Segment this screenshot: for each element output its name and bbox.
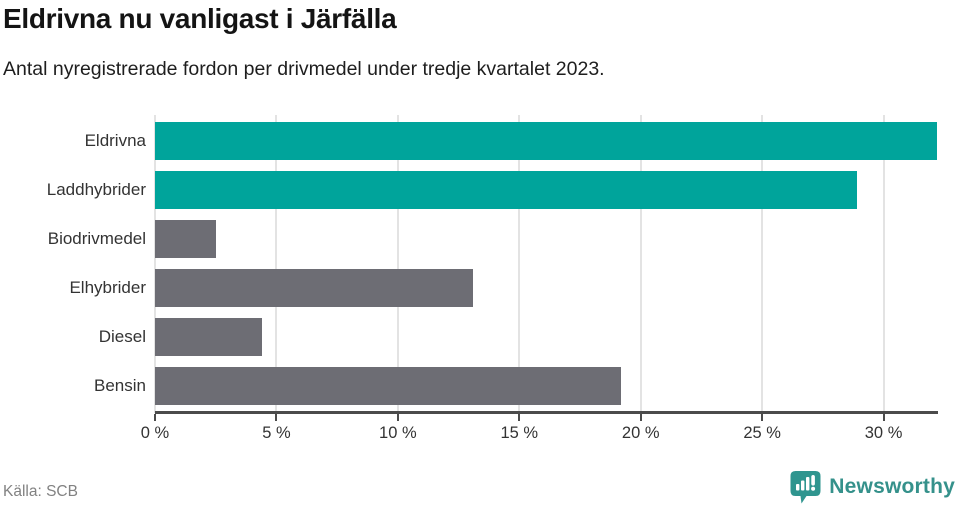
gridline xyxy=(761,115,764,413)
axis-tick-label: 30 % xyxy=(864,424,903,442)
axis-tick xyxy=(761,414,764,421)
category-label: Eldrivna xyxy=(84,131,146,150)
table-row: Laddhybrider xyxy=(47,171,937,209)
chart-title: Eldrivna nu vanligast i Järfälla xyxy=(3,3,397,34)
gridline xyxy=(154,115,156,413)
newsworthy-logo: Newsworthy xyxy=(789,470,955,504)
axis-tick xyxy=(639,414,642,421)
axis-tick xyxy=(396,414,399,421)
bar xyxy=(155,269,474,307)
axis-tick xyxy=(518,414,521,421)
category-label: Bensin xyxy=(94,376,146,395)
gridline xyxy=(518,115,521,413)
axis-tick-label: 25 % xyxy=(743,424,781,442)
category-label: Biodrivmedel xyxy=(47,229,146,248)
bar xyxy=(155,171,857,209)
bar xyxy=(155,367,622,405)
gridline xyxy=(882,115,885,413)
x-axis-line xyxy=(155,411,938,414)
axis-tick-label: 20 % xyxy=(621,424,660,442)
table-row: Diesel xyxy=(99,318,937,356)
table-row: Elhybrider xyxy=(69,269,937,307)
category-label: Diesel xyxy=(98,327,146,346)
axis-tick-label: 0 % xyxy=(140,424,170,442)
axis-tick-label: 15 % xyxy=(500,424,539,442)
axis-tick-label: 5 % xyxy=(262,424,291,442)
gridline xyxy=(639,115,642,413)
newsworthy-logo-text: Newsworthy xyxy=(829,475,955,498)
table-row: Bensin xyxy=(94,367,937,405)
x-axis-tick-labels: 0 % 5 % 10 % 15 % 20 % 25 % 30 % xyxy=(141,424,937,444)
bar xyxy=(155,122,937,160)
axis-tick-label: 10 % xyxy=(379,424,417,442)
gridline xyxy=(396,115,399,413)
x-axis-ticks xyxy=(154,414,937,421)
axis-tick xyxy=(275,414,278,421)
newsworthy-logo-icon xyxy=(790,471,821,504)
axis-tick xyxy=(882,414,885,421)
category-label: Elhybrider xyxy=(69,278,146,297)
category-label: Laddhybrider xyxy=(46,180,146,199)
source-credit: Källa: SCB xyxy=(3,483,78,500)
bar xyxy=(155,318,262,356)
table-row: Biodrivmedel xyxy=(48,220,937,258)
plot-area: Eldrivna Laddhybrider Biodrivmedel Elhybrid… xyxy=(47,115,937,416)
chart-subtitle: Antal nyregistrerade fordon per drivmede… xyxy=(3,58,605,80)
axis-tick xyxy=(154,414,156,421)
gridline xyxy=(275,115,278,413)
table-row: Eldrivna xyxy=(85,122,937,160)
bar-rows: Eldrivna Laddhybrider Biodrivmedel Elhybrid… xyxy=(47,122,937,416)
bar xyxy=(155,220,216,258)
